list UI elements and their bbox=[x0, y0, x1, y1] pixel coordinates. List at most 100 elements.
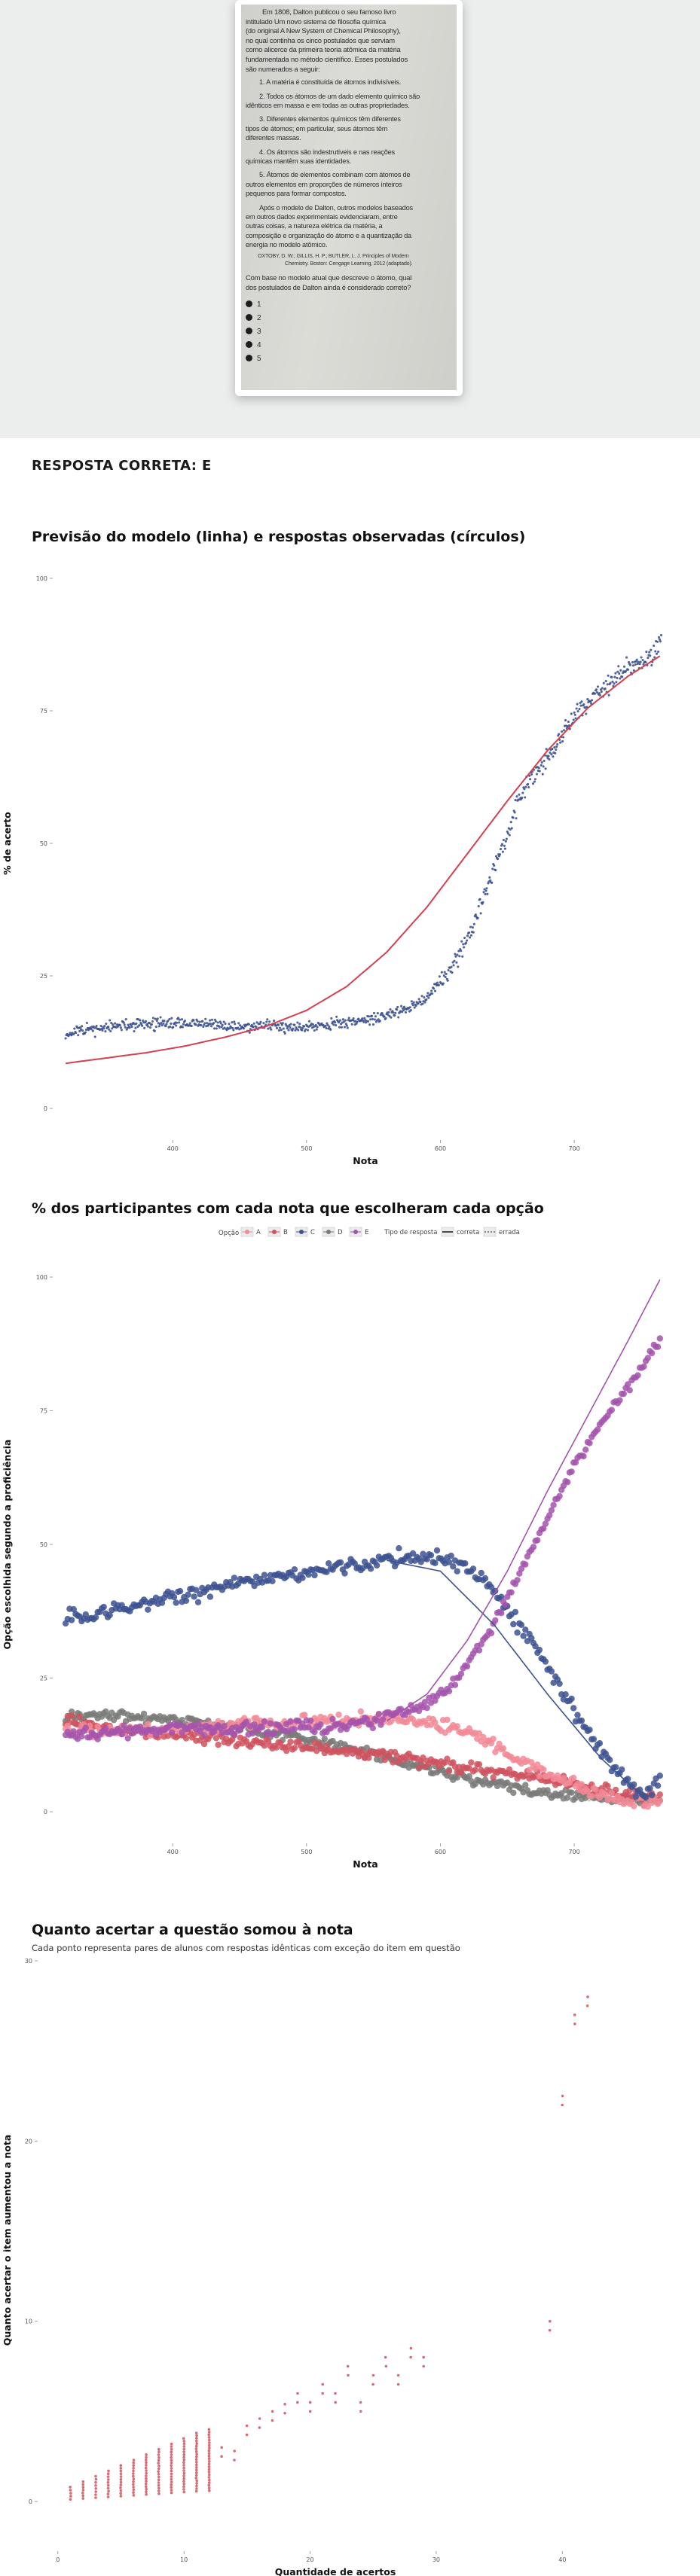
observed-point bbox=[316, 1026, 319, 1029]
observed-point bbox=[172, 1026, 175, 1029]
gain-point bbox=[145, 2471, 148, 2475]
observed-point bbox=[154, 1017, 157, 1020]
gain-point bbox=[157, 2453, 160, 2456]
observed-point bbox=[278, 1026, 281, 1029]
gain-point bbox=[182, 2483, 185, 2486]
observed-point bbox=[252, 1022, 255, 1025]
option-point bbox=[136, 1723, 143, 1730]
observed-point bbox=[413, 1006, 416, 1009]
observed-point bbox=[370, 1014, 374, 1017]
question-text-line: químicas mantêm suas identidades. bbox=[246, 157, 351, 165]
observed-point bbox=[281, 1022, 284, 1025]
y-tick-label: 75 bbox=[40, 1408, 47, 1415]
option-point bbox=[481, 1575, 489, 1582]
observed-point bbox=[396, 1005, 399, 1008]
option-point bbox=[510, 1789, 517, 1797]
observed-point bbox=[270, 1028, 273, 1031]
gain-point bbox=[145, 2461, 148, 2465]
observed-point bbox=[233, 1020, 236, 1023]
y-tick-label: 0 bbox=[44, 1105, 47, 1112]
option-point bbox=[378, 1721, 384, 1728]
observed-point bbox=[615, 681, 618, 684]
option-point bbox=[432, 1559, 439, 1566]
option-point bbox=[173, 1599, 179, 1606]
x-tick-label: 700 bbox=[568, 1849, 579, 1855]
observed-point bbox=[595, 691, 599, 694]
gain-point bbox=[106, 2480, 110, 2484]
option-point bbox=[106, 1611, 113, 1619]
gain-point bbox=[119, 2469, 123, 2473]
observed-point bbox=[153, 1029, 156, 1032]
gain-point bbox=[194, 2458, 198, 2462]
gain-point bbox=[208, 2446, 211, 2449]
option-point bbox=[269, 1578, 276, 1584]
option-label: 2 bbox=[257, 313, 261, 322]
option-point bbox=[510, 1620, 517, 1628]
gain-point bbox=[157, 2489, 160, 2492]
option-point bbox=[607, 1757, 613, 1764]
option-point bbox=[522, 1782, 529, 1788]
option-point bbox=[305, 1571, 312, 1578]
gain-point bbox=[182, 2442, 186, 2446]
observed-point bbox=[484, 889, 488, 892]
observed-point bbox=[209, 1023, 212, 1026]
observed-point bbox=[75, 1031, 78, 1035]
observed-point bbox=[409, 1009, 412, 1012]
observed-point bbox=[613, 682, 616, 685]
observed-point bbox=[579, 701, 582, 705]
gain-point bbox=[283, 2412, 286, 2415]
option-point bbox=[556, 1492, 563, 1500]
question-text-line: outros elementos em proporções de número… bbox=[246, 180, 402, 188]
observed-point bbox=[159, 1016, 162, 1019]
observed-point bbox=[203, 1022, 206, 1025]
observed-point bbox=[155, 1020, 158, 1023]
gain-point bbox=[170, 2472, 173, 2476]
observed-point bbox=[371, 1017, 374, 1020]
gain-point bbox=[106, 2486, 110, 2490]
gain-point bbox=[94, 2480, 97, 2484]
x-tick-label: 600 bbox=[435, 1849, 446, 1855]
option-point bbox=[444, 1755, 451, 1762]
observed-point bbox=[194, 1023, 197, 1026]
gain-point bbox=[144, 2482, 148, 2486]
observed-point bbox=[430, 989, 433, 992]
observed-point bbox=[151, 1017, 154, 1020]
observed-point bbox=[451, 971, 454, 974]
option-point bbox=[542, 1658, 549, 1665]
gain-point bbox=[308, 2401, 312, 2404]
observed-point bbox=[485, 887, 488, 890]
gain-point bbox=[81, 2483, 84, 2486]
observed-point bbox=[610, 675, 613, 678]
option-point bbox=[654, 1343, 662, 1350]
option-bullet-icon bbox=[246, 354, 252, 361]
option-point bbox=[445, 1687, 453, 1695]
option-point bbox=[492, 1617, 499, 1624]
gain-point bbox=[182, 2456, 185, 2459]
observed-point bbox=[553, 745, 556, 749]
option-point bbox=[261, 1718, 268, 1725]
gain-point bbox=[144, 2466, 148, 2470]
gain-point bbox=[157, 2486, 160, 2490]
observed-point bbox=[573, 711, 576, 714]
x-tick-label: 600 bbox=[435, 1145, 446, 1152]
observed-point bbox=[508, 834, 511, 837]
observed-point bbox=[376, 1012, 379, 1015]
gain-point bbox=[106, 2475, 110, 2478]
option-point bbox=[604, 1782, 611, 1790]
y-tick-label: 100 bbox=[36, 1274, 47, 1281]
option-point bbox=[644, 1355, 651, 1361]
option-point bbox=[546, 1512, 553, 1519]
question-text-line: Chemistry. Boston: Cengage Learning, 201… bbox=[285, 260, 413, 267]
question-text-line: Após o modelo de Dalton, outros modelos … bbox=[259, 203, 413, 212]
observed-point bbox=[362, 1020, 365, 1023]
option-point bbox=[550, 1501, 557, 1508]
question-text-line: energia no modelo atômico. bbox=[246, 241, 328, 249]
observed-point bbox=[373, 1018, 376, 1021]
option-point bbox=[613, 1764, 619, 1771]
option-point bbox=[498, 1593, 505, 1600]
option-point bbox=[191, 1593, 197, 1600]
observed-point bbox=[361, 1017, 364, 1020]
option-point bbox=[530, 1544, 537, 1550]
observed-point bbox=[437, 983, 440, 986]
observed-point bbox=[297, 1029, 300, 1032]
